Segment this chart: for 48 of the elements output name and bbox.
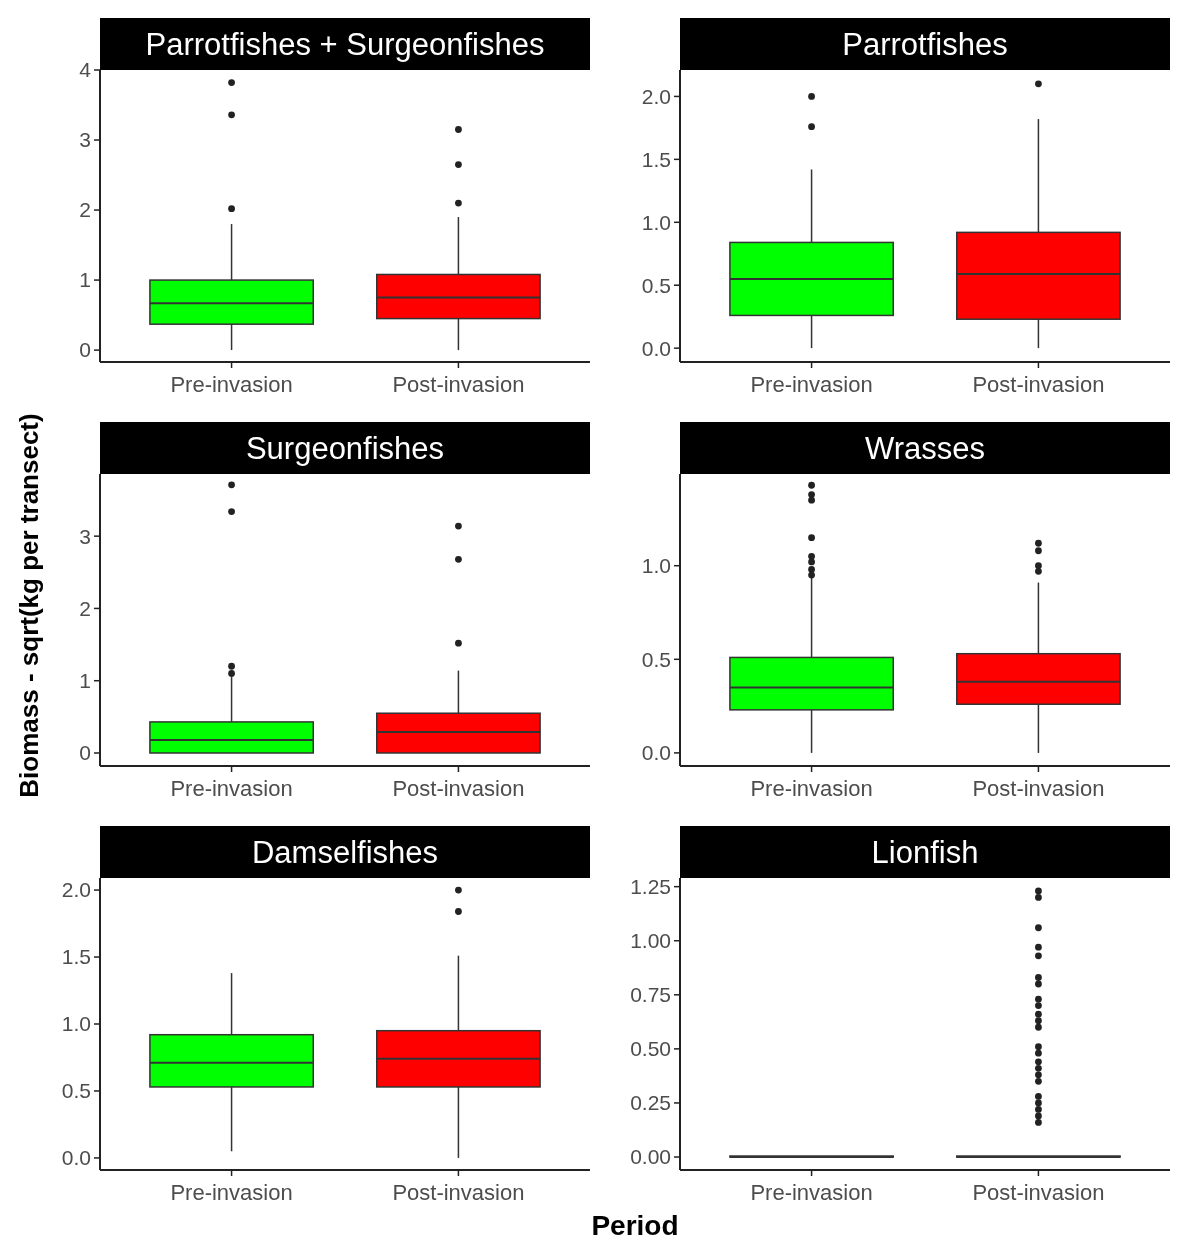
x-tick-label: Pre-invasion [750,372,873,397]
x-tick-label: Pre-invasion [750,1180,873,1205]
y-tick-label: 2.0 [641,84,671,108]
y-tick-label: 3 [79,524,91,548]
y-tick-label: 0.5 [641,647,671,671]
x-tick-label: Post-invasion [972,372,1105,397]
y-tick-label: 1.0 [641,554,671,578]
chart-title: Parrotfishes [842,27,1008,62]
chart-title: Parrotfishes + Surgeonfishes [145,27,545,62]
y-tick-label: 2 [79,198,91,222]
y-tick-label: 1.5 [61,945,91,969]
y-tick-label: 1 [79,268,91,292]
y-tick-label: 0.5 [61,1079,91,1103]
y-tick-label: 2 [79,596,91,620]
y-tick-label: 1 [79,669,91,693]
x-tick-label: Pre-invasion [170,776,293,801]
x-tick-label: Pre-invasion [750,776,873,801]
y-axis-title: Biomass - sqrt(kg per transect) [14,413,44,798]
chart-title: Surgeonfishes [245,431,445,466]
x-tick-label: Post-invasion [392,372,525,397]
y-tick-label: 1.00 [630,929,671,953]
y-tick-label: 0.0 [61,1146,91,1170]
y-tick-label: 4 [79,58,92,82]
y-tick-label: 0.50 [630,1037,671,1061]
x-tick-label: Post-invasion [392,776,525,801]
y-tick-label: 1.0 [641,210,671,234]
y-tick-label: 1.5 [641,147,671,171]
x-tick-label: Post-invasion [972,1180,1105,1205]
x-tick-label: Post-invasion [972,776,1105,801]
x-tick-label: Post-invasion [392,1180,525,1205]
y-tick-label: 0.0 [641,336,671,360]
x-tick-label: Pre-invasion [170,372,293,397]
y-tick-label: 0 [79,741,91,765]
chart-title: Damselfishes [251,835,439,870]
chart-title: Wrasses [864,431,986,466]
x-tick-label: Pre-invasion [170,1180,293,1205]
y-tick-label: 0.00 [630,1145,671,1169]
y-tick-label: 1.25 [630,875,671,898]
y-tick-label: 0.0 [641,741,671,765]
y-tick-label: 0.75 [630,983,671,1007]
y-tick-label: 0 [79,338,91,362]
y-tick-label: 0.25 [630,1091,671,1115]
y-tick-label: 3 [79,128,91,152]
chart-title: Lionfish [871,835,979,870]
y-tick-label: 1.0 [61,1012,91,1036]
y-tick-label: 2.0 [61,878,91,902]
x-axis-title: Period [591,1210,679,1241]
y-tick-label: 0.5 [641,273,671,297]
